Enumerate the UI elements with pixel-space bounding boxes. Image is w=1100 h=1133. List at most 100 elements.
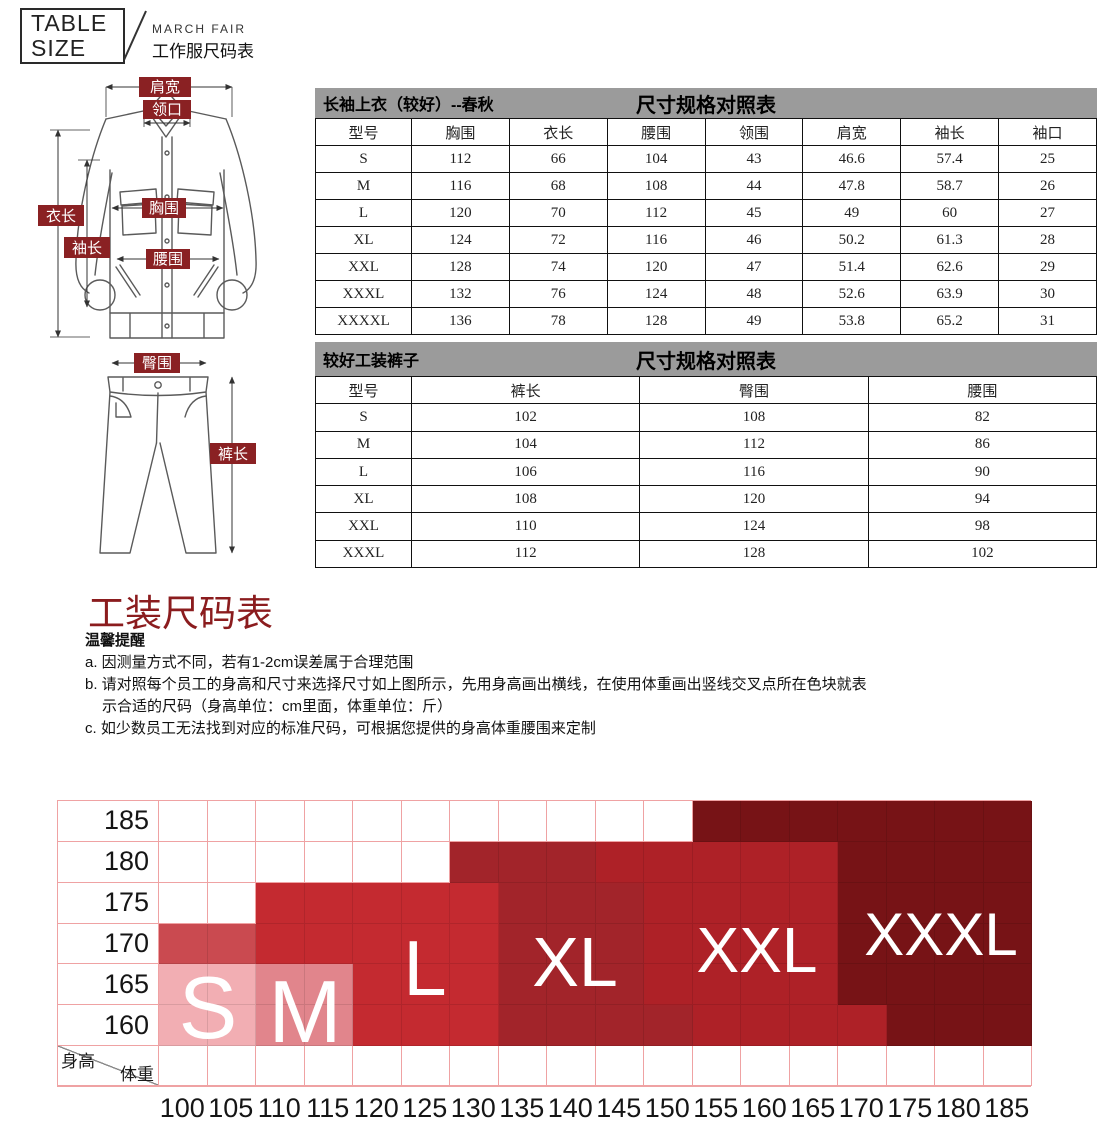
heatmap-cell — [304, 882, 353, 924]
jacket-length-label: 衣长 — [46, 208, 76, 225]
table-cell: 50.2 — [802, 226, 902, 254]
jacket-table-titlebar: 长袖上衣（较好）--春秋 尺寸规格对照表 — [315, 88, 1097, 118]
table-cell: S — [315, 145, 412, 173]
heatmap-cell — [207, 882, 256, 924]
heatmap-cell — [644, 1005, 693, 1047]
table-cell: 90 — [867, 457, 1098, 487]
height-tick: 165 — [58, 964, 159, 1006]
heatmap-cell — [547, 1005, 596, 1047]
heatmap-cell — [498, 801, 547, 842]
heatmap-cell — [498, 882, 547, 924]
column-header: 腰围 — [606, 118, 706, 146]
size-selection-heatmap: 185 180 175 170 165 160 身高 体重 100 105 110 115 120 12… — [57, 800, 1032, 1124]
garment-measurement-diagram: 肩宽 领口 衣长 袖长 胸围 腰围 臀围 裤长 — [38, 77, 257, 554]
table-cell: 120 — [606, 253, 706, 281]
notes-block: 温馨提醒 a. 因测量方式不同，若有1-2cm误差属于合理范围 b. 请对照每个… — [85, 630, 867, 740]
heatmap-cell — [547, 801, 596, 842]
heatmap-cell — [838, 801, 887, 842]
table-row: M 116 68 108 44 47.8 58.7 26 — [315, 172, 1097, 200]
table-cell: 86 — [867, 430, 1098, 459]
heatmap-cell — [304, 1005, 353, 1047]
logo-line2: SIZE — [31, 35, 87, 61]
table-cell: 70 — [508, 199, 608, 227]
heatmap-cell — [595, 801, 644, 842]
heatmap-cell — [838, 882, 887, 924]
pants-size-table: 较好工装裤子 尺寸规格对照表 型号 裤长 臀围 腰围 S 102 108 82 M 104 112 8… — [315, 342, 1098, 569]
weight-tick: 155 — [693, 1093, 739, 1124]
heatmap-cell — [401, 1005, 450, 1047]
note-a: a. 因测量方式不同，若有1-2cm误差属于合理范围 — [85, 654, 414, 671]
table-cell: 46.6 — [802, 145, 902, 173]
weight-tick: 140 — [547, 1093, 593, 1124]
jacket-table-title: 长袖上衣（较好）--春秋 — [323, 97, 494, 114]
heatmap-cell — [644, 801, 693, 842]
table-row: XXXL 132 76 124 48 52.6 63.9 30 — [315, 280, 1097, 308]
table-cell: XXL — [315, 253, 412, 281]
column-header: 衣长 — [508, 118, 608, 146]
heatmap-cell — [353, 801, 402, 842]
heatmap-cell — [401, 841, 450, 883]
weight-axis-label: 体重 — [120, 1065, 154, 1085]
table-cell: 26 — [998, 172, 1097, 200]
empty-cell — [644, 1046, 693, 1087]
heatmap-cell — [983, 923, 1032, 965]
empty-cell — [983, 1046, 1032, 1087]
heatmap-cell — [450, 841, 499, 883]
table-row: XXL 128 74 120 47 51.4 62.6 29 — [315, 253, 1097, 281]
heatmap-cell — [353, 923, 402, 965]
heatmap-cell — [450, 964, 499, 1006]
heatmap-cell — [886, 964, 935, 1006]
table-cell: XL — [315, 485, 412, 514]
heatmap-cell — [741, 801, 790, 842]
weight-tick: 130 — [450, 1093, 496, 1124]
heatmap-cell — [935, 923, 984, 965]
table-cell: XXL — [315, 512, 412, 541]
heatmap-cell — [741, 964, 790, 1006]
heatmap-cell — [789, 882, 838, 924]
heatmap-cell — [401, 964, 450, 1006]
column-header: 腰围 — [867, 375, 1098, 405]
table-cell: L — [315, 457, 412, 487]
heatmap-cell — [741, 1005, 790, 1047]
table-row: XXXXL 136 78 128 49 53.8 65.2 31 — [315, 307, 1097, 335]
heatmap-cell — [983, 882, 1032, 924]
weight-tick: 160 — [741, 1093, 787, 1124]
weight-tick: 125 — [402, 1093, 448, 1124]
table-cell: 128 — [606, 307, 706, 335]
weight-tick: 175 — [887, 1093, 933, 1124]
weight-tick: 185 — [984, 1093, 1030, 1124]
heatmap-cell — [256, 801, 305, 842]
table-cell: 128 — [411, 253, 510, 281]
heatmap-cell — [595, 964, 644, 1006]
heatmap-cell — [595, 841, 644, 883]
empty-cell — [789, 1046, 838, 1087]
table-cell: 112 — [639, 430, 869, 459]
heatmap-cell — [983, 1005, 1032, 1047]
column-header: 袖长 — [900, 118, 1000, 146]
heatmap-cell — [789, 1005, 838, 1047]
heatmap-cell — [498, 1005, 547, 1047]
heatmap-cell — [644, 964, 693, 1006]
table-row: M 104 112 86 — [315, 430, 1098, 459]
table-cell: 61.3 — [900, 226, 1000, 254]
table-header-row: 型号 胸围 衣长 腰围 领围 肩宽 袖长 袖口 — [315, 118, 1097, 146]
pants-sketch — [99, 376, 217, 554]
heatmap-cell — [401, 923, 450, 965]
x-axis-spacer — [57, 1093, 158, 1124]
notice-title: 温馨提醒 — [85, 632, 146, 649]
jacket-sketch — [75, 89, 257, 339]
table-row: XL 108 120 94 — [315, 485, 1098, 514]
heatmap-cell — [644, 923, 693, 965]
table-cell: 104 — [410, 430, 641, 459]
table-cell: 124 — [639, 512, 869, 541]
column-header: 型号 — [315, 375, 412, 405]
table-cell: 82 — [867, 403, 1098, 432]
empty-cell — [304, 1046, 353, 1087]
heatmap-cell — [401, 882, 450, 924]
pants-length-label: 裤长 — [218, 446, 248, 463]
table-cell: 57.4 — [900, 145, 1000, 173]
table-cell: 112 — [606, 199, 706, 227]
column-header: 型号 — [315, 118, 412, 146]
table-cell: XXXL — [315, 539, 412, 569]
table-cell: 43 — [704, 145, 804, 173]
